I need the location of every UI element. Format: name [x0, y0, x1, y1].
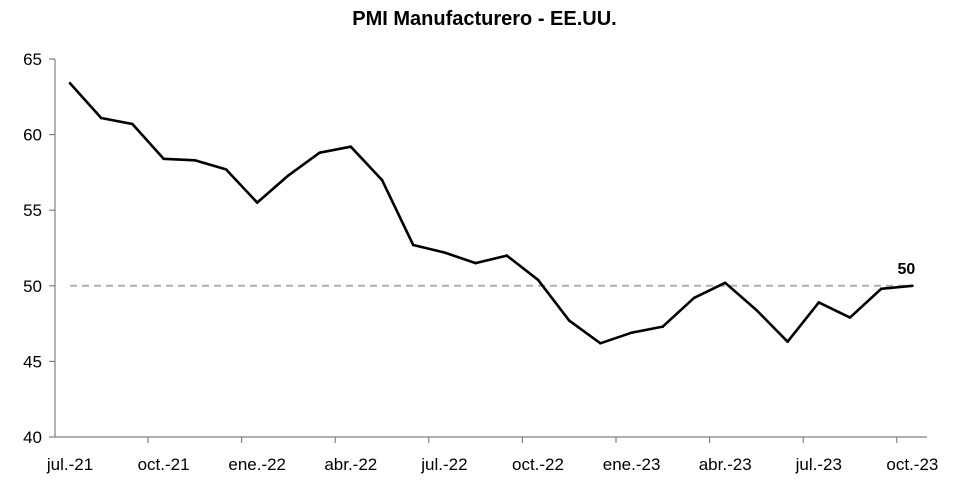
x-tick-label: oct.-22 — [512, 455, 564, 474]
data-point — [723, 281, 727, 285]
data-point — [599, 341, 602, 345]
x-tick-label: jul.-21 — [46, 455, 93, 474]
data-point — [911, 284, 914, 288]
x-tick-label: jul.-22 — [420, 455, 467, 474]
data-point — [193, 159, 197, 162]
data-point — [255, 201, 259, 204]
data-point — [474, 261, 477, 265]
data-point — [661, 325, 665, 328]
x-tick-label: abr.-23 — [699, 455, 752, 474]
data-point — [131, 122, 134, 126]
x-tick-label: abr.-22 — [324, 455, 377, 474]
data-point — [349, 145, 353, 148]
y-tick-label: 60 — [23, 126, 42, 145]
data-point — [224, 168, 228, 171]
data-point — [879, 287, 883, 291]
data-point — [68, 81, 72, 85]
x-tick-label: oct.-21 — [138, 455, 190, 474]
data-point — [786, 340, 789, 344]
data-point — [318, 151, 321, 155]
data-point — [505, 254, 509, 257]
data-label-layer: 50 — [898, 261, 916, 278]
y-tick-label: 50 — [23, 277, 42, 296]
data-point — [630, 331, 633, 334]
data-point — [567, 319, 571, 322]
y-tick-label: 45 — [23, 352, 42, 371]
data-point — [848, 316, 852, 319]
y-tick-label: 65 — [23, 50, 42, 69]
y-tick-label: 40 — [23, 428, 42, 447]
x-axis: jul.-21 oct.-21 ene.-22 abr.-22 jul.-22 oct.-… — [46, 436, 938, 474]
y-axis: 40 45 50 55 60 65 — [23, 50, 56, 447]
data-point — [443, 251, 446, 254]
data-point — [99, 116, 103, 120]
data-point — [380, 178, 384, 182]
data-point — [162, 157, 165, 161]
data-point — [692, 296, 696, 300]
data-point — [755, 308, 758, 312]
data-point — [411, 243, 415, 247]
x-tick-label: jul.-23 — [795, 455, 842, 474]
x-tick-label: ene.-23 — [603, 455, 661, 474]
series-layer — [68, 81, 914, 345]
data-point — [287, 174, 290, 177]
data-point — [817, 301, 821, 304]
x-tick-label: ene.-22 — [228, 455, 286, 474]
y-tick-label: 55 — [23, 201, 42, 220]
series-line-pmi — [69, 82, 913, 345]
last-value-label: 50 — [898, 261, 916, 278]
x-tick-label: oct.-23 — [886, 455, 938, 474]
chart-title: PMI Manufacturero - EE.UU. — [352, 8, 617, 30]
data-point — [536, 278, 540, 282]
